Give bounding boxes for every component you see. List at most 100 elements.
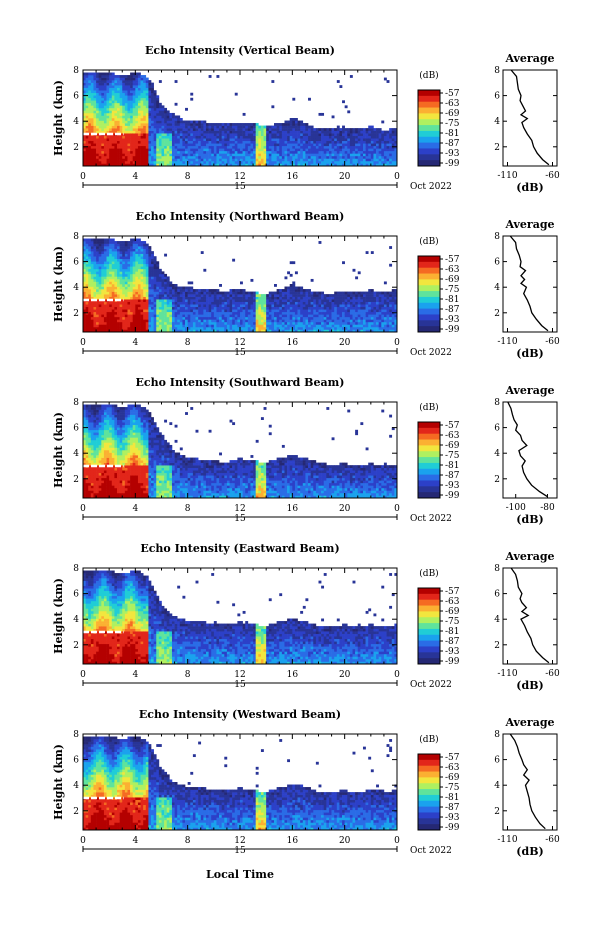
heatmap-cell <box>127 130 131 134</box>
heatmap-cell <box>190 296 194 300</box>
heatmap-cell <box>106 148 110 152</box>
heatmap-cell <box>279 294 283 297</box>
heatmap-cell <box>331 153 335 157</box>
heatmap-cell <box>85 256 89 260</box>
heatmap-cell <box>151 326 154 330</box>
heatmap-cell <box>237 138 241 142</box>
heatmap-cell <box>161 314 165 318</box>
x-tick-label: 4 <box>132 172 138 182</box>
heatmap-cell <box>151 281 154 285</box>
heatmap-cell <box>323 319 327 323</box>
heatmap-cell <box>308 324 311 328</box>
heatmap-cell <box>132 296 136 300</box>
heatmap-cell <box>344 128 348 131</box>
heatmap-cell <box>151 306 154 310</box>
heatmap-cell <box>190 304 194 308</box>
heatmap-cell <box>352 145 356 149</box>
heatmap-cell <box>192 306 196 310</box>
heatmap-cell <box>83 120 86 124</box>
heatmap-cell <box>132 143 136 147</box>
heatmap-cell <box>281 309 285 313</box>
heatmap-cell <box>90 112 94 116</box>
heatmap-cell <box>258 133 262 136</box>
heatmap-cell <box>315 324 319 328</box>
heatmap-cell <box>339 309 343 313</box>
heatmap-cell <box>166 314 170 318</box>
heatmap-cell <box>284 125 288 129</box>
heatmap-cell <box>96 329 99 333</box>
heatmap-cell <box>185 319 188 323</box>
heatmap-cell <box>83 140 86 144</box>
heatmap-cell <box>88 309 92 313</box>
heatmap-cell <box>289 160 293 164</box>
heatmap-cell <box>313 299 317 302</box>
heatmap-cell <box>135 314 139 318</box>
heatmap-cell <box>98 100 102 104</box>
heatmap-cell <box>169 153 173 157</box>
heatmap-cell <box>101 155 105 159</box>
heatmap-cell <box>381 148 385 152</box>
heatmap-cell <box>255 123 259 126</box>
heatmap-cell <box>232 329 236 333</box>
heatmap-cell <box>198 294 202 297</box>
heatmap-cell <box>205 306 209 310</box>
heatmap-cell <box>294 120 298 124</box>
heatmap-cell <box>114 107 118 111</box>
heatmap-cell <box>164 278 168 282</box>
heatmap-cell <box>336 319 340 323</box>
heatmap-cell <box>247 123 251 126</box>
heatmap-cell <box>109 72 113 76</box>
heatmap-cell <box>96 148 99 152</box>
heatmap-cell <box>294 301 298 305</box>
heatmap-cell <box>260 145 264 149</box>
heatmap-cell <box>245 140 249 144</box>
heatmap-cell <box>381 133 385 136</box>
heatmap-cell <box>171 158 175 162</box>
heatmap-cell <box>124 145 128 149</box>
heatmap-cell <box>83 278 86 282</box>
heatmap-cell <box>276 324 280 328</box>
heatmap-cell <box>274 321 277 325</box>
heatmap-cell <box>221 311 225 315</box>
heatmap-cell <box>140 278 144 282</box>
heatmap-cell <box>308 296 311 300</box>
heatmap-cell <box>119 314 123 318</box>
heatmap-cell <box>85 291 89 295</box>
heatmap-cell <box>305 296 309 300</box>
heatmap-cell <box>297 155 301 159</box>
heatmap-cell <box>83 241 86 244</box>
heatmap-cell <box>171 324 175 328</box>
heatmap-cell <box>271 319 275 323</box>
heatmap-cell <box>237 306 241 310</box>
heatmap-cell <box>305 311 309 315</box>
heatmap-cell <box>255 291 259 295</box>
heatmap-cell <box>122 110 126 114</box>
heatmap-cell <box>109 87 113 91</box>
heatmap-cell <box>103 123 107 126</box>
heatmap-cell <box>166 281 170 285</box>
heatmap-cell <box>85 90 89 94</box>
profile-x-axis-label: (dB) <box>516 181 543 194</box>
heatmap-cell <box>151 148 154 152</box>
heatmap-cell <box>83 304 86 308</box>
heatmap-cell <box>302 289 306 292</box>
heatmap-cell <box>174 299 178 302</box>
heatmap-cell <box>292 304 296 308</box>
heatmap-cell <box>153 258 157 262</box>
heatmap-cell <box>122 92 126 96</box>
heatmap-cell <box>287 120 291 124</box>
heatmap-cell <box>93 261 97 265</box>
heatmap-cell <box>271 304 275 308</box>
heatmap-cell <box>389 128 393 131</box>
heatmap-cell <box>349 143 353 147</box>
heatmap-cell <box>308 289 311 292</box>
heatmap-cell <box>177 125 181 129</box>
heatmap-cell <box>313 133 317 136</box>
heatmap-cell <box>195 153 199 157</box>
heatmap-cell <box>318 296 322 300</box>
heatmap-cell <box>156 278 160 282</box>
heatmap-cell <box>143 258 147 262</box>
heatmap-cell <box>127 123 131 126</box>
heatmap-cell <box>339 130 343 134</box>
heatmap-cell <box>88 163 92 167</box>
